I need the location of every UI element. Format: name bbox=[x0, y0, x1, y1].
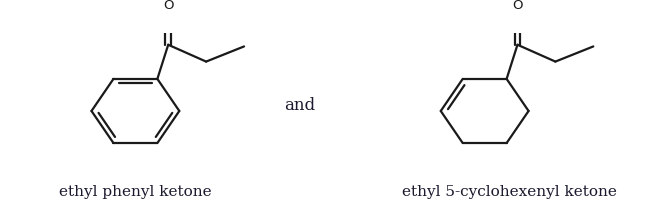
Text: O: O bbox=[512, 0, 523, 12]
Text: and: and bbox=[285, 97, 316, 114]
Text: O: O bbox=[163, 0, 173, 12]
Text: ethyl 5-cyclohexenyl ketone: ethyl 5-cyclohexenyl ketone bbox=[402, 185, 617, 199]
Text: ethyl phenyl ketone: ethyl phenyl ketone bbox=[59, 185, 212, 199]
